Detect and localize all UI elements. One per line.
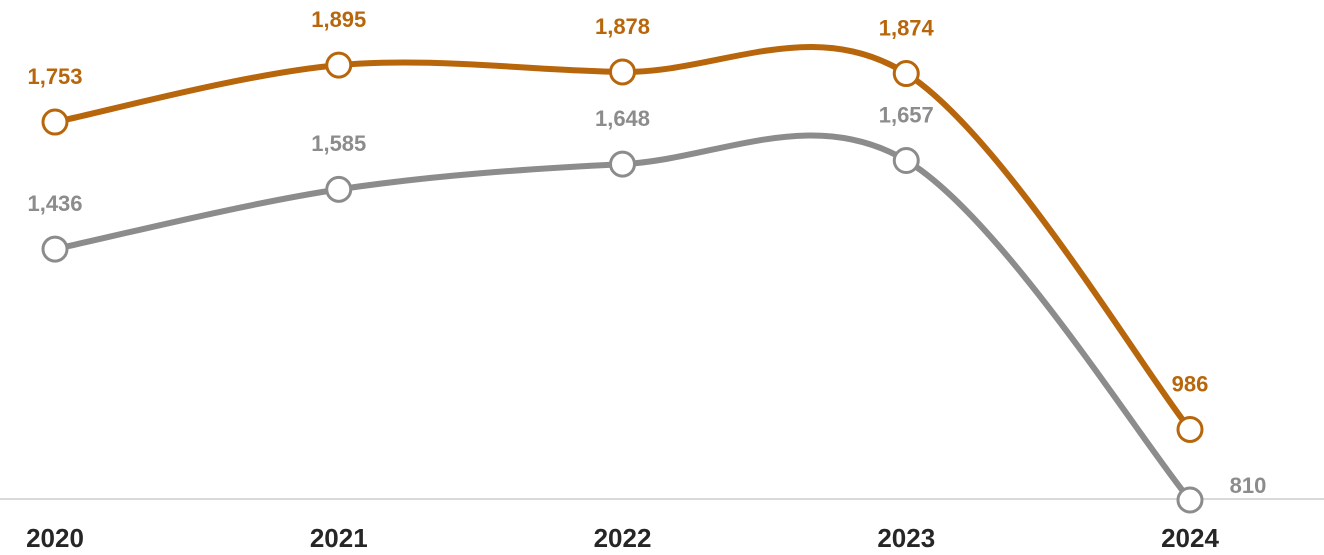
data-label: 1,874 [879,15,935,40]
data-label: 1,753 [27,64,82,89]
x-tick-label: 2023 [877,523,935,553]
x-tick-label: 2024 [1161,523,1219,553]
marker [41,108,69,136]
x-tick-label: 2021 [310,523,368,553]
x-tick-label: 2020 [26,523,84,553]
marker [609,58,636,86]
marker [609,150,636,178]
data-label: 1,436 [27,191,82,216]
marker [325,51,353,79]
data-label: 1,895 [311,7,366,32]
data-label: 986 [1172,371,1209,396]
marker [325,175,353,203]
data-label: 1,878 [595,14,650,39]
marker [892,147,920,175]
data-label: 1,585 [311,131,366,156]
series-line [52,43,1193,433]
marker [1176,486,1204,514]
data-label: 1,657 [879,102,934,127]
series-line [52,132,1193,503]
marker [41,235,69,263]
marker [892,60,920,88]
marker [1176,415,1204,443]
data-label: 1,648 [595,106,650,131]
x-tick-label: 2022 [594,523,652,553]
data-label: 810 [1230,473,1267,498]
